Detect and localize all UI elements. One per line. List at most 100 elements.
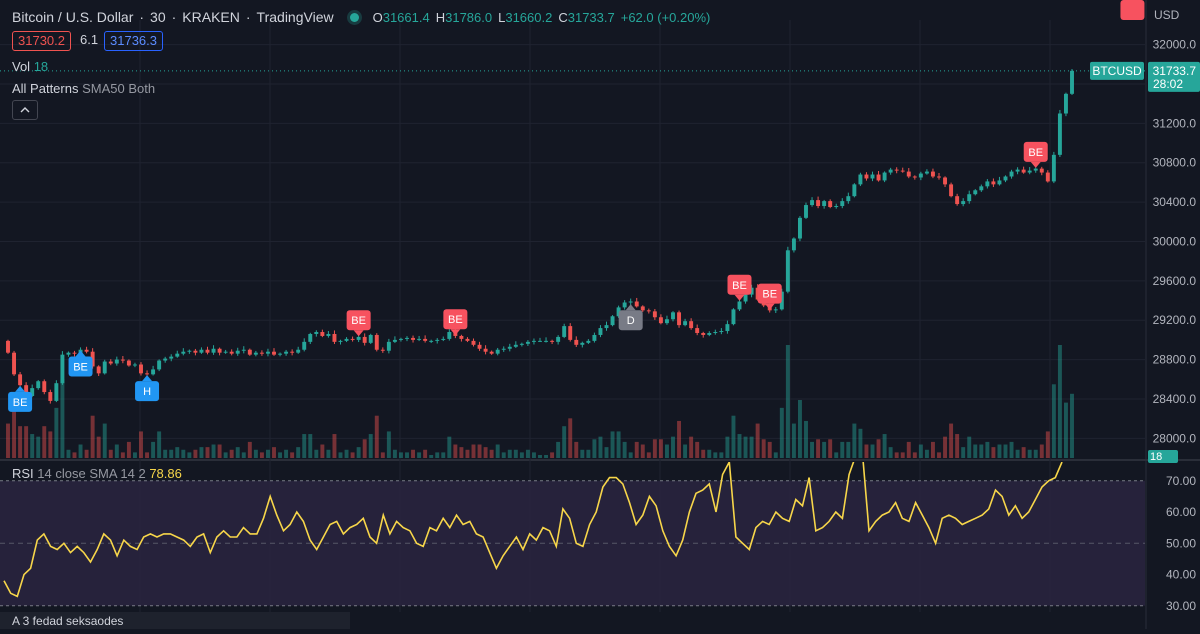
candle-body [211, 348, 216, 353]
volume-bar [205, 447, 210, 458]
volume-bar [405, 452, 409, 458]
volume-bar [362, 439, 367, 458]
pattern-marker[interactable]: D [618, 304, 643, 331]
candle-body [864, 174, 869, 179]
candle-body [465, 338, 470, 341]
candle-body [822, 201, 827, 207]
volume-bar [1057, 345, 1062, 458]
candle-body [930, 171, 935, 177]
volume-bar [1021, 447, 1026, 458]
candle-body [513, 344, 518, 347]
buy-button[interactable]: 31736.3 [104, 31, 163, 51]
candle-body [199, 349, 204, 353]
candle-body [743, 294, 748, 302]
high-key: H [435, 9, 446, 25]
candle-body [1021, 169, 1026, 173]
patterns-legend[interactable]: All Patterns SMA50 Both [12, 81, 155, 96]
candle-body [550, 340, 555, 342]
currency-label[interactable]: USD [1154, 8, 1180, 22]
symbol-legend[interactable]: Bitcoin / U.S. Dollar · 30 · KRAKEN · Tr… [12, 9, 710, 25]
volume-bar [888, 447, 893, 458]
collapse-legend-button[interactable] [12, 100, 38, 120]
pattern-marker[interactable]: H [135, 375, 160, 402]
volume-bar [217, 444, 222, 458]
candle-body [949, 184, 954, 197]
candle-body [1009, 171, 1014, 177]
volume-bar [84, 449, 89, 458]
pattern-marker-label: H [143, 386, 151, 398]
price-tick-label: 28400.0 [1153, 392, 1197, 406]
candle-body [132, 364, 137, 366]
volume-bar [423, 449, 428, 458]
volume-bar [816, 439, 821, 458]
candle-body [773, 309, 778, 311]
pattern-marker[interactable]: BE [757, 283, 782, 310]
volume-bar [592, 439, 597, 458]
pattern-marker[interactable]: BE [346, 310, 371, 337]
pattern-marker[interactable]: BE [443, 309, 468, 336]
volume-bar [937, 452, 941, 458]
volume-bar [997, 444, 1002, 458]
high-value: 31786.0 [445, 9, 493, 25]
volume-bar [1051, 384, 1056, 458]
candle-body [870, 174, 875, 179]
spread-value: 6.1 [80, 32, 99, 47]
candle-body [979, 186, 984, 191]
pattern-marker-label: BE [762, 289, 777, 301]
volume-legend[interactable]: Vol 18 [12, 59, 48, 74]
volume-bar [646, 452, 651, 458]
pattern-marker[interactable]: BE [1023, 141, 1048, 168]
low-key: L [498, 9, 506, 25]
candle-body [447, 332, 452, 339]
pattern-marker[interactable]: BE [8, 385, 33, 412]
volume-bar [804, 420, 808, 458]
volume-bar [973, 444, 978, 458]
candle-body [405, 337, 409, 339]
pattern-marker[interactable]: BE [1120, 0, 1145, 20]
candle-body [912, 176, 917, 178]
candle-body [785, 250, 790, 292]
rsi-legend[interactable]: RSI 14 close SMA 14 2 78.86 [12, 466, 182, 481]
ohlc-values: O31661.4 H31786.0 L31660.2 C31733.7 +62.… [373, 10, 711, 25]
volume-bar [531, 452, 536, 458]
candle-body [290, 351, 295, 353]
candle-body [12, 352, 17, 375]
candle-body [72, 352, 77, 354]
candle-body [495, 349, 500, 354]
candle-body [314, 332, 319, 334]
volume-bar [864, 444, 869, 458]
volume-bar [90, 415, 95, 458]
volume-bar [1027, 449, 1032, 458]
candle-body [356, 336, 361, 340]
pattern-marker-pointer [1030, 161, 1041, 168]
price-tick-label: 30800.0 [1153, 156, 1197, 170]
candle-body [48, 392, 53, 401]
close-key: C [558, 9, 568, 25]
volume-bar [797, 400, 802, 458]
volume-bar [513, 449, 518, 458]
volume-bar [24, 426, 29, 458]
candle-body [906, 171, 911, 177]
volume-bar [374, 415, 379, 458]
pattern-marker[interactable]: BE [68, 350, 93, 377]
volume-bar [695, 441, 700, 458]
volume-bar [906, 441, 911, 458]
price-tick-label: 28800.0 [1153, 353, 1197, 367]
candle-body [967, 194, 972, 202]
candle-body [36, 381, 41, 389]
pattern-marker-label: BE [351, 315, 366, 327]
volume-bar [169, 449, 174, 458]
candle-body [380, 349, 385, 351]
bottom-toolbar: A 3 fedad seksaodes [0, 612, 350, 629]
pattern-marker[interactable]: BE [727, 274, 752, 301]
candle-body [241, 349, 246, 351]
candle-body [713, 332, 718, 334]
symbol-price-tag[interactable] [1090, 61, 1144, 80]
sell-button[interactable]: 31730.2 [12, 31, 71, 51]
candle-body [997, 180, 1002, 185]
volume-bar [241, 452, 246, 458]
sep-3: · [245, 9, 251, 25]
price-tick-label: 31200.0 [1153, 116, 1197, 130]
